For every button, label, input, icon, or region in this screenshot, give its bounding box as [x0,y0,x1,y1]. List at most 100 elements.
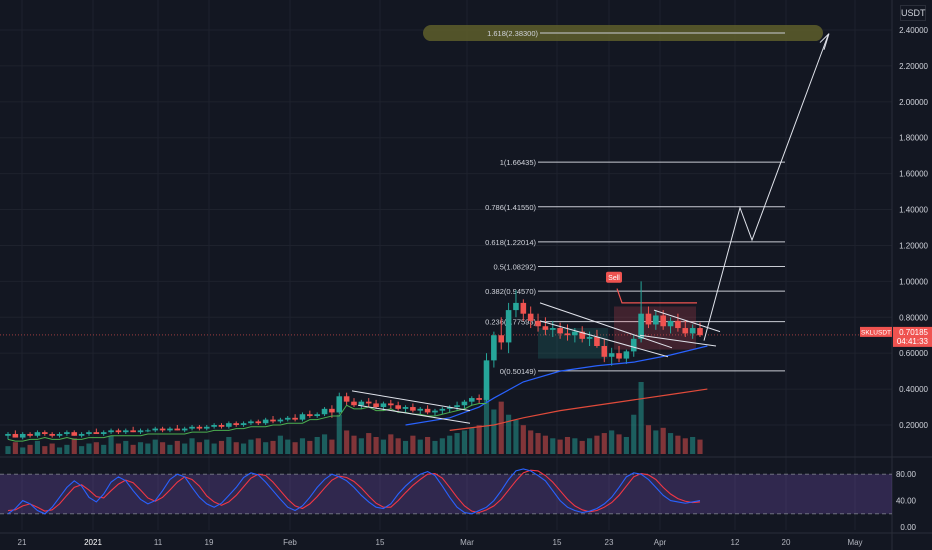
volume-bar [34,440,41,454]
y-tick-label: 2.20000 [899,62,928,71]
volume-bar [564,436,571,454]
candle-body [491,335,497,361]
candle-body [307,414,313,417]
volume-bar [667,433,674,454]
fib-label: 0.786(1.41550) [485,203,536,212]
candle-body [233,423,240,425]
fib-label: 1(1.66435) [500,158,537,167]
volume-bar [623,436,629,454]
volume-bar [101,444,107,454]
moving-average-blue [405,345,708,426]
candle-body [505,310,512,343]
candle-body [167,428,173,431]
volume-bar [189,438,195,454]
candle-body [218,425,225,427]
quote-currency-label[interactable]: USDT [900,5,926,21]
candle-body [284,417,291,420]
candle-body [358,401,365,406]
volume-bar [638,382,644,454]
candle-body [211,425,217,427]
volume-bar [388,434,394,454]
candle-body [513,302,519,311]
fib-label: 0.382(0.94570) [485,287,536,296]
trend-line [639,334,717,347]
volume-bar [64,444,70,454]
y-tick-label: 1.00000 [899,277,928,286]
candle-body [675,320,681,329]
volume-bar [292,442,298,454]
candle-body [56,433,63,436]
candle-body [329,408,335,413]
volume-bar [79,446,85,454]
volume-bar [49,443,55,454]
volume-bar [498,401,504,454]
candle-body [86,432,92,434]
volume-bar [542,435,548,454]
volume-bar [211,443,217,454]
candle-body [122,430,129,433]
candle-body [454,405,460,408]
candle-body [42,432,48,434]
volume-bar [204,439,210,454]
candle-body [373,403,379,408]
volume-bar [609,430,615,454]
volume-bar [469,427,475,454]
volume-bar [425,436,431,454]
y-tick-label: 0.60000 [899,349,928,358]
fib-label: 0.5(1.08292) [493,262,536,271]
volume-bar [86,443,92,454]
candle-body [432,410,438,413]
volume-bar [557,439,563,454]
candle-body [483,360,490,400]
volume-bar [115,443,122,454]
candle-body [27,433,33,436]
symbol-tag-label: SKLUSDT [861,329,891,336]
candle-body [203,426,210,429]
volume-bar [682,438,688,454]
volume-bar [299,438,306,454]
x-tick-label: 15 [553,538,562,547]
volume-bar [42,446,48,454]
volume-bar [321,434,328,454]
volume-bar [248,439,254,454]
candle-body [262,419,269,424]
candle-body [115,430,122,433]
volume-bar [344,430,350,454]
fib-label: 0.618(1.22014) [485,238,536,247]
candle-body [351,401,357,406]
x-tick-label: May [847,538,862,547]
candle-body [130,430,136,433]
x-tick-label: Mar [460,538,474,547]
candle-body [402,407,409,409]
candle-body [380,403,387,408]
volume-bar [366,433,372,454]
candle-body [682,328,689,334]
volume-bar [174,440,180,454]
volume-bar [395,438,401,454]
volume-bar [601,433,607,454]
candle-body [527,313,534,321]
candle-body [660,315,666,327]
y-tick-label: 0.40000 [899,385,928,394]
candle-body [395,405,401,409]
trend-line [351,390,471,412]
candle-body [137,430,144,433]
trend-line [653,309,721,333]
x-tick-label: 23 [605,538,614,547]
candle-body [343,396,350,402]
stochastic-d-line [7,469,701,514]
fib-label: 0(0.50149) [500,367,537,376]
candle-body [498,335,505,343]
candle-body [608,353,615,357]
candle-body [557,328,563,334]
volume-bar [270,440,276,454]
volume-bar [108,435,114,454]
candle-body [549,328,556,330]
volume-bar [417,439,423,454]
candle-body [181,428,188,431]
y-tick-label: 1.20000 [899,241,928,250]
candle-body [277,419,284,422]
volume-bar [645,425,652,454]
